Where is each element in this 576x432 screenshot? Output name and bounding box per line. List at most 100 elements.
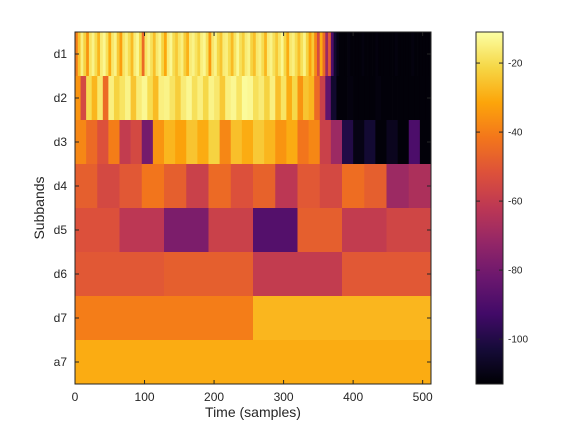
heatmap-cell-d1 [333, 32, 337, 77]
heatmap-cell-d2 [386, 76, 393, 121]
heatmap-cell-d4 [297, 164, 321, 209]
heatmap-cell-d1 [291, 32, 296, 77]
heatmap-cell-d1 [233, 32, 237, 77]
y-tick-label: d1 [54, 47, 68, 61]
heatmap-cell-d1 [314, 32, 318, 77]
heatmap-cell-d1 [358, 32, 362, 77]
heatmap-cell-d2 [113, 76, 120, 121]
heatmap-cell-d1 [353, 32, 357, 77]
y-axis-label: Subbands [31, 176, 47, 239]
heatmap-cell-d2 [125, 76, 131, 121]
heatmap-cell-d1 [383, 32, 387, 77]
heatmap-cell-d2 [247, 76, 254, 121]
heatmap-cell-d1 [330, 32, 335, 77]
heatmap-cell-d1 [116, 32, 120, 77]
heatmap-cell-d2 [91, 76, 98, 121]
heatmap-cell-d2 [397, 76, 404, 121]
heatmap-cell-d3 [75, 120, 87, 165]
heatmap-cell-d2 [319, 76, 326, 121]
heatmap-cell-d1 [88, 32, 93, 77]
heatmap-cell-d1 [328, 32, 332, 77]
heatmap-cell-d1 [216, 32, 220, 77]
heatmap-cell-d4 [319, 164, 343, 209]
heatmap-cell-d1 [189, 32, 193, 77]
heatmap-cell-d1 [305, 32, 309, 77]
heatmap-cell-d1 [239, 32, 243, 77]
x-tick-label: 400 [343, 390, 363, 404]
heatmap-cell-d1 [147, 32, 151, 77]
y-tick-label: d4 [54, 179, 68, 193]
heatmap-cell-d1 [392, 32, 396, 77]
y-tick-label: d5 [54, 223, 68, 237]
heatmap-cell-d1 [91, 32, 95, 77]
heatmap-cell-d1 [264, 32, 268, 77]
heatmap-cell-d4 [275, 164, 298, 209]
heatmap-cell-d1 [405, 32, 410, 77]
heatmap-cell-d1 [122, 32, 126, 77]
heatmap-cell-d6 [342, 252, 432, 297]
heatmap-cell-d5 [208, 208, 254, 253]
heatmap-cell-d2 [152, 76, 159, 121]
heatmap-cell-d1 [108, 32, 112, 77]
colorbar-tick-label: -20 [508, 59, 523, 70]
heatmap-cell-d5 [342, 208, 387, 253]
heatmap-cell-d6 [253, 252, 343, 297]
heatmap-cell-d3 [175, 120, 187, 165]
heatmap-cell-d2 [164, 76, 170, 121]
heatmap-cell-d3 [152, 120, 165, 165]
heatmap-cell-d1 [272, 32, 276, 77]
heatmap-cell-d2 [275, 76, 282, 121]
heatmap-cell-d1 [278, 32, 282, 77]
colorbar-tick-label: -80 [508, 266, 523, 277]
heatmap-cell-d3 [230, 120, 243, 165]
heatmap-cell-d2 [147, 76, 154, 121]
heatmap-cell-d3 [208, 120, 220, 165]
heatmap-cell-d2 [158, 76, 165, 121]
heatmap-cell-d1 [372, 32, 376, 77]
heatmap-cell-d1 [211, 32, 215, 77]
heatmap-cell-d1 [386, 32, 390, 77]
heatmap-cell-d1 [247, 32, 251, 77]
heatmap-cell-d1 [422, 32, 426, 77]
heatmap-cell-d1 [141, 32, 145, 77]
heatmap-cell-d2 [403, 76, 410, 121]
heatmap-cell-d2 [330, 76, 337, 121]
heatmap-cell-d2 [258, 76, 265, 121]
heatmap-cell-d1 [378, 32, 382, 77]
heatmap-cell-d1 [286, 32, 290, 77]
x-tick-label: 500 [413, 390, 433, 404]
y-tick-label: d2 [54, 91, 68, 105]
heatmap-cell-d1 [300, 32, 304, 77]
heatmap-cell-d2 [80, 76, 87, 121]
heatmap-cell-d4 [208, 164, 232, 209]
heatmap-cell-d1 [83, 32, 87, 77]
heatmap-cell-d3 [197, 120, 209, 165]
heatmap-cell-d3 [308, 120, 321, 165]
heatmap-cell-d1 [100, 32, 104, 77]
heatmap-cell-d1 [205, 32, 209, 77]
heatmap-cell-d2 [169, 76, 176, 121]
heatmap-cell-d2 [303, 76, 309, 121]
heatmap-cell-d3 [253, 120, 265, 165]
colorbar-ticks: -20 -40 -60 -80 -100 [476, 59, 528, 346]
heatmap-cell-d1 [316, 32, 321, 77]
heatmap-cell-d1 [155, 32, 159, 77]
heatmap-cell-d3 [297, 120, 309, 165]
colorbar-tick-label: -40 [508, 128, 523, 139]
heatmap-cell-d5 [253, 208, 298, 253]
x-tick-label: 100 [135, 390, 155, 404]
heatmap-cell-d3 [275, 120, 287, 165]
heatmap-cell-d1 [280, 32, 284, 77]
heatmap-cell-d2 [191, 76, 198, 121]
heatmap-cell-d1 [414, 32, 418, 77]
heatmap-cell-d1 [403, 32, 407, 77]
heatmap-cell-d6 [164, 252, 254, 297]
heatmap-cell-d2 [141, 76, 148, 121]
heatmap-cell-d1 [397, 32, 401, 77]
heatmap-cell-d3 [364, 120, 376, 165]
heatmap-cell-d1 [380, 32, 385, 77]
heatmap-cell-d2 [380, 76, 387, 121]
heatmap-cell-d1 [283, 32, 287, 77]
heatmap-cell-d4 [386, 164, 410, 209]
heatmap-cell-d1 [175, 32, 179, 77]
